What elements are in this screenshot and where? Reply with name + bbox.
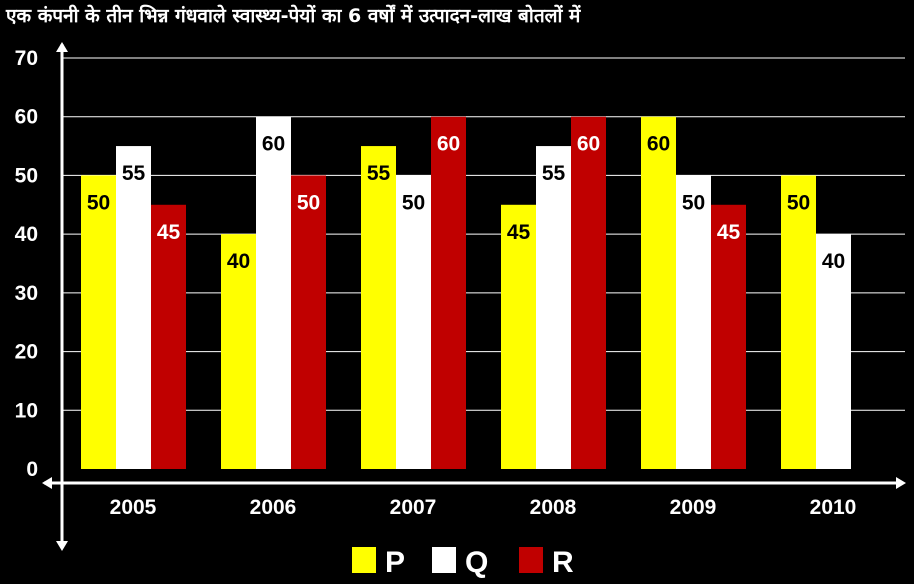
y-tick-label: 30: [15, 282, 38, 305]
legend-label-q: Q: [465, 546, 488, 579]
y-axis-arrow-down: [56, 541, 68, 551]
data-label-p-2010: 50: [787, 191, 810, 214]
bar-q-2010: [816, 234, 851, 469]
y-tick-label: 0: [26, 458, 38, 481]
bar-r-2007: [431, 116, 466, 469]
legend-swatch-q: [432, 547, 456, 573]
x-tick-label-2008: 2008: [530, 496, 577, 519]
data-label-q-2006: 60: [262, 133, 285, 156]
bar-p-2010: [781, 175, 816, 469]
chart-title: एक कंपनी के तीन भिन्न गंधवाले स्वास्थ्य-…: [5, 4, 581, 27]
legend-swatch-p: [352, 547, 376, 573]
bar-p-2005: [81, 175, 116, 469]
bar-r-2008: [571, 116, 606, 469]
x-tick-label-2006: 2006: [250, 496, 297, 519]
y-tick-label: 20: [15, 341, 38, 364]
legend-swatch-r: [519, 547, 543, 573]
bar-r-2006: [291, 175, 326, 469]
x-tick-label-2010: 2010: [810, 496, 857, 519]
x-tick-label-2005: 2005: [110, 496, 157, 519]
gridlines: [62, 57, 905, 411]
data-label-q-2008: 55: [542, 162, 566, 185]
data-label-p-2009: 60: [647, 133, 670, 156]
data-labels: 50 55 45 40 60 50 55 50 60 45 55 60 60 50 45 50 40: [87, 133, 845, 273]
x-tick-label-2009: 2009: [670, 496, 717, 519]
data-label-q-2010: 40: [822, 250, 845, 273]
bar-p-2007: [361, 146, 396, 470]
x-axis-arrow-right: [896, 477, 906, 489]
data-label-r-2006: 50: [297, 191, 320, 214]
bars: [81, 116, 851, 470]
bar-p-2006: [221, 234, 256, 469]
axes: [42, 42, 906, 551]
bar-q-2009: [676, 175, 711, 469]
bar-q-2007: [396, 175, 431, 469]
y-axis-arrow-up: [56, 42, 68, 52]
y-tick-label: 40: [15, 223, 38, 246]
y-tick-label: 70: [15, 47, 38, 70]
bar-p-2009: [641, 116, 676, 469]
bar-p-2008: [501, 204, 536, 470]
legend-label-p: P: [385, 546, 405, 579]
bar-q-2008: [536, 146, 571, 470]
data-label-p-2008: 45: [507, 221, 531, 244]
data-label-q-2007: 50: [402, 191, 425, 214]
x-tick-label-2007: 2007: [390, 496, 437, 519]
data-label-p-2005: 50: [87, 191, 110, 214]
data-label-q-2009: 50: [682, 191, 705, 214]
data-label-q-2005: 55: [122, 162, 146, 185]
bar-q-2006: [256, 116, 291, 469]
data-label-r-2007: 60: [437, 133, 460, 156]
bar-r-2005: [151, 204, 186, 470]
bar-r-2009: [711, 204, 746, 470]
legend: P Q R: [352, 546, 574, 579]
data-label-r-2008: 60: [577, 133, 600, 156]
y-tick-label: 10: [15, 399, 38, 422]
data-label-p-2007: 55: [367, 162, 391, 185]
y-tick-label: 60: [15, 106, 38, 129]
x-axis-arrow-left: [42, 477, 52, 489]
y-tick-label: 50: [15, 164, 38, 187]
data-label-r-2005: 45: [157, 221, 181, 244]
bar-q-2005: [116, 146, 151, 470]
x-tick-labels: 2005 2006 2007 2008 2009 2010: [110, 496, 857, 519]
data-label-p-2006: 40: [227, 250, 250, 273]
data-label-r-2009: 45: [717, 221, 741, 244]
legend-label-r: R: [552, 546, 574, 579]
y-tick-labels: 0 10 20 30 40 50 60 70: [15, 47, 38, 481]
